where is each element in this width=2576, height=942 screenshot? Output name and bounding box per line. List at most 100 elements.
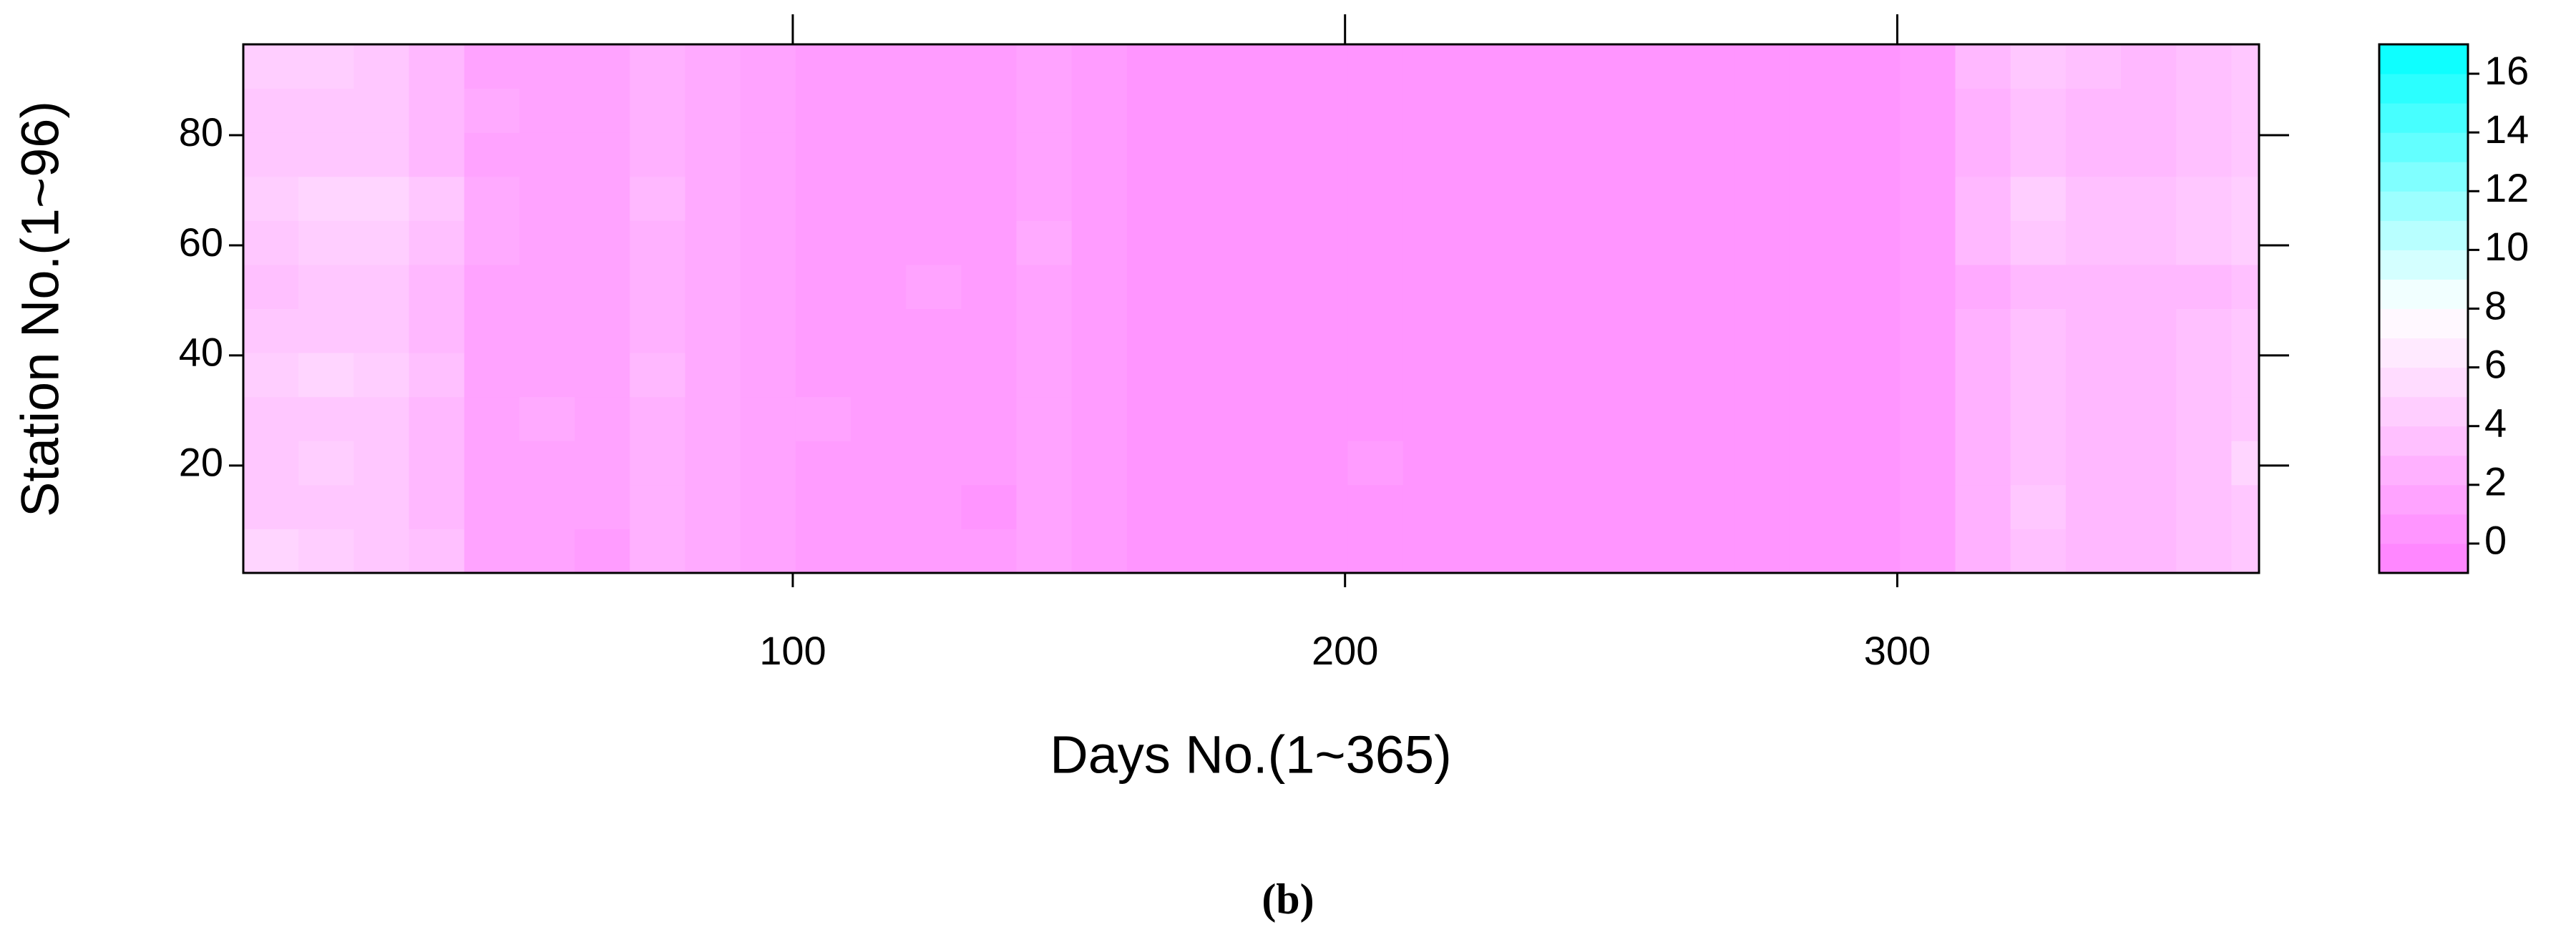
heatmap-cell: [2010, 176, 2067, 221]
heatmap-cell: [2121, 529, 2177, 574]
heatmap-cell: [353, 484, 410, 529]
heatmap-cell: [1513, 220, 1569, 265]
heatmap-cell: [2065, 220, 2122, 265]
heatmap-cell: [353, 441, 410, 486]
heatmap-cell: [1900, 132, 1956, 177]
heatmap-cell: [1624, 176, 1680, 221]
heatmap-cell: [575, 88, 630, 133]
heatmap-cell: [1679, 88, 1735, 133]
heatmap-cell: [1347, 176, 1404, 221]
heatmap-cell: [2121, 353, 2177, 398]
heatmap-cell: [1292, 353, 1349, 398]
heatmap-cell: [243, 353, 299, 398]
heatmap-cell: [1568, 264, 1624, 309]
heatmap-cell: [1734, 132, 1790, 177]
heatmap-cell: [464, 220, 520, 265]
heatmap-cell: [1182, 132, 1238, 177]
heatmap-cell: [906, 396, 962, 441]
heatmap-cell: [1624, 44, 1680, 89]
heatmap-cell: [2121, 264, 2177, 309]
heatmap-cell: [1182, 441, 1238, 486]
y-tick-label: 80: [179, 109, 223, 154]
heatmap-cell: [2176, 396, 2232, 441]
heatmap-cell: [1016, 484, 1073, 529]
heatmap-cell: [795, 396, 852, 441]
heatmap-cell: [353, 353, 410, 398]
heatmap-cell: [1624, 484, 1680, 529]
colorbar-tick-label: 4: [2484, 401, 2507, 446]
heatmap-cell: [961, 529, 1017, 574]
heatmap-cell: [1071, 44, 1128, 89]
heatmap-cell: [1789, 484, 1845, 529]
heatmap-cell: [1900, 441, 1956, 486]
heatmap-cell: [2176, 44, 2232, 89]
heatmap-cell: [1955, 264, 2011, 309]
heatmap-cell: [1900, 396, 1956, 441]
heatmap-cell: [1513, 353, 1569, 398]
heatmap-cell: [519, 88, 575, 133]
heatmap-cell: [1679, 529, 1735, 574]
heatmap-cell: [575, 220, 630, 265]
heatmap: [243, 44, 2260, 574]
heatmap-cell: [298, 176, 354, 221]
heatmap-cell: [630, 88, 686, 133]
heatmap-cell: [298, 308, 354, 353]
colorbar-band: [2379, 308, 2468, 339]
heatmap-cell: [1071, 441, 1128, 486]
heatmap-cell: [1182, 529, 1238, 574]
heatmap-cell: [1845, 353, 1901, 398]
colorbar-band: [2379, 74, 2468, 104]
heatmap-cell: [1016, 176, 1073, 221]
heatmap-cell: [685, 44, 741, 89]
heatmap-cell: [1126, 176, 1183, 221]
heatmap-cell: [464, 308, 520, 353]
heatmap-cell: [519, 264, 575, 309]
heatmap-cell: [575, 44, 630, 89]
heatmap-cell: [243, 484, 299, 529]
heatmap-cell: [1513, 441, 1569, 486]
heatmap-cell: [1624, 132, 1680, 177]
heatmap-cell: [1126, 132, 1183, 177]
heatmap-cell: [795, 441, 852, 486]
heatmap-cell: [464, 264, 520, 309]
heatmap-cell: [1347, 264, 1404, 309]
heatmap-cell: [850, 132, 907, 177]
heatmap-cell: [1900, 88, 1956, 133]
heatmap-cell: [961, 353, 1017, 398]
colorbar-tick-label: 10: [2484, 224, 2529, 269]
heatmap-cell: [1458, 132, 1514, 177]
heatmap-cell: [298, 132, 354, 177]
heatmap-cell: [961, 132, 1017, 177]
heatmap-cell: [1071, 264, 1128, 309]
heatmap-cell: [2176, 88, 2232, 133]
heatmap-cell: [2065, 88, 2122, 133]
heatmap-cell: [298, 441, 354, 486]
heatmap-cell: [2121, 176, 2177, 221]
heatmap-cell: [1679, 220, 1735, 265]
colorbar-band: [2379, 279, 2468, 309]
heatmap-cell: [2010, 441, 2067, 486]
colorbar-tick-label: 6: [2484, 341, 2507, 386]
heatmap-cell: [1182, 176, 1238, 221]
heatmap-cell: [961, 308, 1017, 353]
heatmap-cell: [1292, 484, 1349, 529]
heatmap-cell: [1789, 441, 1845, 486]
heatmap-cell: [685, 220, 741, 265]
heatmap-cell: [2231, 220, 2260, 265]
heatmap-cell: [1071, 353, 1128, 398]
heatmap-cell: [685, 353, 741, 398]
colorbar-tick-label: 12: [2484, 165, 2529, 210]
heatmap-cell: [2010, 264, 2067, 309]
heatmap-cell: [1347, 529, 1404, 574]
heatmap-cell: [1458, 308, 1514, 353]
heatmap-cell: [795, 308, 852, 353]
heatmap-cell: [850, 264, 907, 309]
heatmap-cell: [1513, 132, 1569, 177]
heatmap-cell: [1568, 441, 1624, 486]
heatmap-cell: [1347, 353, 1404, 398]
heatmap-cell: [740, 396, 796, 441]
heatmap-cell: [685, 396, 741, 441]
heatmap-cell: [1347, 396, 1404, 441]
heatmap-cell: [1347, 220, 1404, 265]
